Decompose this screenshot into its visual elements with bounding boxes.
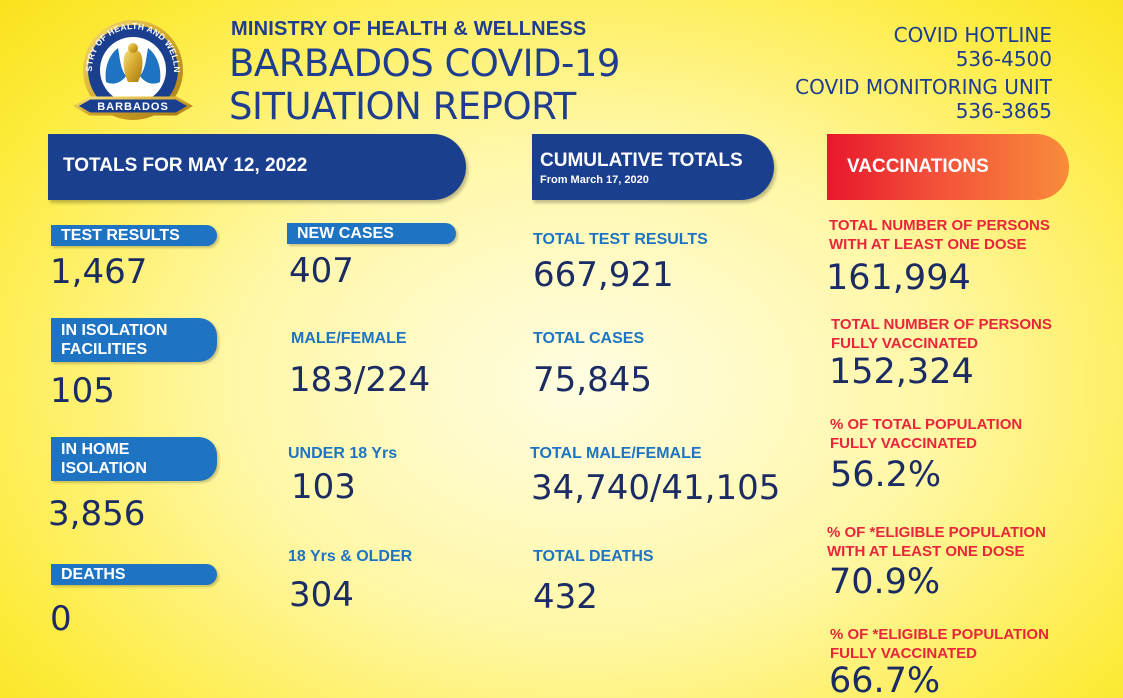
report-title: BARBADOS COVID-19 SITUATION REPORT — [229, 42, 620, 128]
pct-total-label-line1: % OF TOTAL POPULATION — [830, 416, 1023, 433]
isolation-facilities-pill: IN ISOLATION FACILITIES — [51, 318, 217, 362]
pct-eligible-one-label: % OF *ELIGIBLE POPULATION WITH AT LEAST … — [827, 523, 1046, 561]
male-female-value: 183/224 — [289, 360, 431, 400]
pct-eligible-full-label: % OF *ELIGIBLE POPULATION FULLY VACCINAT… — [830, 625, 1049, 663]
total-cases-value: 75,845 — [533, 360, 652, 400]
isolation-facilities-value: 105 — [50, 371, 115, 411]
fully-vaccinated-value: 152,324 — [829, 352, 974, 392]
new-cases-value: 407 — [289, 251, 354, 291]
svg-text:BARBADOS: BARBADOS — [97, 101, 169, 113]
hands-logo-icon: MINISTRY OF HEALTH AND WELLNESS BARBADOS — [66, 10, 194, 120]
fully-vaccinated-label: TOTAL NUMBER OF PERSONS FULLY VACCINATED — [831, 315, 1052, 353]
monitoring-number: 536-3865 — [955, 99, 1052, 123]
isolation-facilities-label-line2: FACILITIES — [61, 341, 148, 358]
one-dose-label-line1: TOTAL NUMBER OF PERSONS — [829, 217, 1050, 234]
fully-vaccinated-label-line1: TOTAL NUMBER OF PERSONS — [831, 316, 1052, 333]
pct-eligible-full-label-line1: % OF *ELIGIBLE POPULATION — [830, 626, 1049, 643]
vaccinations-banner-label: VACCINATIONS — [847, 156, 989, 177]
daily-totals-banner: TOTALS FOR MAY 12, 2022 — [48, 134, 466, 200]
total-deaths-value: 432 — [533, 577, 598, 617]
pct-eligible-full-value: 66.7% — [829, 662, 941, 698]
over18-label: 18 Yrs & OLDER — [288, 548, 413, 565]
pct-total-label-line2: FULLY VACCINATED — [830, 435, 977, 452]
pct-eligible-one-label-line2: WITH AT LEAST ONE DOSE — [827, 543, 1025, 560]
under18-value: 103 — [291, 467, 356, 507]
cumulative-totals-banner: CUMULATIVE TOTALS From March 17, 2020 — [532, 134, 774, 200]
hotline-number: 536-4500 — [955, 47, 1052, 71]
pct-eligible-one-value: 70.9% — [829, 562, 941, 602]
report-title-line2: SITUATION REPORT — [229, 85, 576, 128]
vaccinations-banner: VACCINATIONS — [827, 134, 1069, 200]
report-title-line1: BARBADOS COVID-19 — [229, 42, 620, 85]
monitoring-label: COVID MONITORING UNIT — [795, 75, 1052, 99]
isolation-facilities-label-line1: IN ISOLATION — [61, 322, 168, 339]
under18-label: UNDER 18 Yrs — [288, 445, 398, 462]
total-test-results-value: 667,921 — [533, 255, 674, 295]
fully-vaccinated-label-line2: FULLY VACCINATED — [831, 335, 978, 352]
pct-eligible-full-label-line2: FULLY VACCINATED — [830, 645, 977, 662]
hotline-label: COVID HOTLINE — [893, 23, 1052, 47]
ministry-seal: MINISTRY OF HEALTH AND WELLNESS BARBADOS — [66, 10, 196, 126]
total-male-female-label: TOTAL MALE/FEMALE — [530, 445, 702, 462]
one-dose-value: 161,994 — [826, 258, 971, 298]
one-dose-label-line2: WITH AT LEAST ONE DOSE — [829, 236, 1027, 253]
total-male-female-value: 34,740/41,105 — [531, 468, 781, 508]
total-test-results-label: TOTAL TEST RESULTS — [533, 231, 708, 248]
one-dose-label: TOTAL NUMBER OF PERSONS WITH AT LEAST ON… — [829, 216, 1050, 254]
test-results-pill: TEST RESULTS — [51, 225, 217, 246]
cumulative-banner-subtitle: From March 17, 2020 — [540, 174, 649, 186]
total-cases-label: TOTAL CASES — [533, 330, 645, 347]
test-results-value: 1,467 — [50, 252, 148, 292]
pct-eligible-one-label-line1: % OF *ELIGIBLE POPULATION — [827, 524, 1046, 541]
pct-total-label: % OF TOTAL POPULATION FULLY VACCINATED — [830, 415, 1022, 453]
deaths-pill: DEATHS — [51, 564, 217, 585]
cumulative-banner-label: CUMULATIVE TOTALS — [540, 150, 743, 171]
over18-value: 304 — [289, 575, 354, 615]
home-isolation-label-line1: IN HOME — [61, 441, 130, 458]
new-cases-pill: NEW CASES — [287, 223, 456, 244]
pct-total-value: 56.2% — [830, 455, 942, 495]
home-isolation-pill: IN HOME ISOLATION — [51, 437, 217, 481]
home-isolation-value: 3,856 — [48, 494, 146, 534]
ministry-name: MINISTRY OF HEALTH & WELLNESS — [231, 18, 587, 40]
daily-totals-banner-label: TOTALS FOR MAY 12, 2022 — [63, 155, 308, 176]
deaths-value: 0 — [50, 599, 72, 639]
home-isolation-label-line2: ISOLATION — [61, 460, 147, 477]
total-deaths-label: TOTAL DEATHS — [533, 548, 654, 565]
male-female-label: MALE/FEMALE — [291, 330, 407, 347]
